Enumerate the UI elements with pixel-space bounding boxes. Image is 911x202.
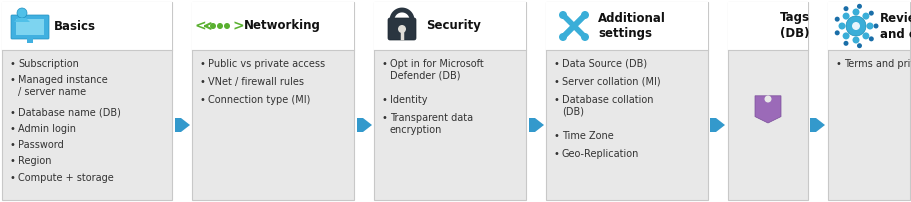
Text: Time Zone: Time Zone xyxy=(561,131,613,141)
Circle shape xyxy=(397,25,405,33)
Circle shape xyxy=(868,36,873,41)
Text: Region: Region xyxy=(18,156,51,166)
Text: Terms and privacy: Terms and privacy xyxy=(843,59,911,69)
Text: >: > xyxy=(232,19,243,33)
Text: Admin login: Admin login xyxy=(18,124,76,134)
Text: •: • xyxy=(553,95,559,105)
Circle shape xyxy=(851,22,859,30)
Circle shape xyxy=(580,11,589,19)
Circle shape xyxy=(865,22,873,29)
FancyBboxPatch shape xyxy=(546,2,707,200)
Text: •: • xyxy=(200,77,206,87)
FancyBboxPatch shape xyxy=(546,2,707,50)
FancyBboxPatch shape xyxy=(16,19,44,35)
FancyArrow shape xyxy=(356,118,372,132)
Text: •: • xyxy=(553,77,559,87)
Text: Public vs private access: Public vs private access xyxy=(208,59,324,69)
FancyBboxPatch shape xyxy=(727,2,807,50)
Circle shape xyxy=(558,33,567,41)
FancyBboxPatch shape xyxy=(374,2,526,50)
FancyArrow shape xyxy=(528,118,543,132)
FancyArrow shape xyxy=(175,118,189,132)
Text: Database collation
(DB): Database collation (DB) xyxy=(561,95,653,117)
Text: Transparent data
encryption: Transparent data encryption xyxy=(390,113,473,135)
Text: •: • xyxy=(553,149,559,159)
Circle shape xyxy=(856,4,861,9)
Text: Data Source (DB): Data Source (DB) xyxy=(561,59,647,69)
Circle shape xyxy=(842,13,849,20)
Circle shape xyxy=(862,32,868,39)
Circle shape xyxy=(842,32,849,39)
Text: Networking: Networking xyxy=(244,20,321,33)
Circle shape xyxy=(210,23,216,29)
FancyBboxPatch shape xyxy=(27,38,33,43)
Text: Geo-Replication: Geo-Replication xyxy=(561,149,639,159)
Circle shape xyxy=(856,43,861,48)
FancyArrow shape xyxy=(710,118,724,132)
Text: Managed instance
/ server name: Managed instance / server name xyxy=(18,75,107,97)
Text: Review
and create: Review and create xyxy=(879,12,911,40)
Circle shape xyxy=(852,37,858,43)
Text: Database name (DB): Database name (DB) xyxy=(18,108,121,118)
Circle shape xyxy=(843,41,847,46)
Polygon shape xyxy=(14,18,30,22)
Circle shape xyxy=(862,13,868,20)
Text: •: • xyxy=(10,156,15,166)
Text: Tags
(DB): Tags (DB) xyxy=(779,12,809,40)
FancyBboxPatch shape xyxy=(827,2,909,200)
Text: •: • xyxy=(382,113,387,123)
Text: <: < xyxy=(194,19,206,33)
Circle shape xyxy=(834,17,839,22)
Text: •: • xyxy=(10,124,15,134)
Circle shape xyxy=(763,96,771,102)
Circle shape xyxy=(868,11,873,16)
Text: Security: Security xyxy=(425,20,480,33)
FancyBboxPatch shape xyxy=(192,2,353,200)
FancyBboxPatch shape xyxy=(727,2,807,200)
Text: •: • xyxy=(382,95,387,105)
Circle shape xyxy=(837,22,844,29)
FancyBboxPatch shape xyxy=(11,15,49,39)
Circle shape xyxy=(843,6,847,11)
Circle shape xyxy=(17,8,27,18)
Circle shape xyxy=(834,30,839,35)
FancyBboxPatch shape xyxy=(387,18,415,40)
FancyBboxPatch shape xyxy=(2,2,172,200)
Text: Subscription: Subscription xyxy=(18,59,78,69)
FancyBboxPatch shape xyxy=(2,2,172,50)
Text: •: • xyxy=(10,173,15,183)
Text: Connection type (MI): Connection type (MI) xyxy=(208,95,310,105)
FancyBboxPatch shape xyxy=(192,2,353,50)
Circle shape xyxy=(852,8,858,16)
Text: Password: Password xyxy=(18,140,64,150)
Text: Additional
settings: Additional settings xyxy=(598,12,665,40)
Text: •: • xyxy=(200,59,206,69)
Text: •: • xyxy=(553,59,559,69)
Circle shape xyxy=(217,23,223,29)
Text: •: • xyxy=(10,59,15,69)
Text: VNet / firewall rules: VNet / firewall rules xyxy=(208,77,303,87)
Text: •: • xyxy=(10,140,15,150)
Text: •: • xyxy=(10,108,15,118)
Circle shape xyxy=(558,11,567,19)
Text: •: • xyxy=(10,75,15,85)
Circle shape xyxy=(873,23,877,28)
Circle shape xyxy=(224,23,230,29)
Text: •: • xyxy=(382,59,387,69)
Text: Server collation (MI): Server collation (MI) xyxy=(561,77,660,87)
Circle shape xyxy=(580,33,589,41)
Text: •: • xyxy=(835,59,841,69)
Text: •: • xyxy=(553,131,559,141)
FancyBboxPatch shape xyxy=(827,2,909,50)
Text: Compute + storage: Compute + storage xyxy=(18,173,114,183)
Text: Opt in for Microsoft
Defender (DB): Opt in for Microsoft Defender (DB) xyxy=(390,59,483,81)
Text: Identity: Identity xyxy=(390,95,427,105)
Polygon shape xyxy=(754,96,780,123)
FancyBboxPatch shape xyxy=(374,2,526,200)
FancyArrow shape xyxy=(809,118,824,132)
Circle shape xyxy=(845,16,865,36)
Text: •: • xyxy=(200,95,206,105)
Text: Basics: Basics xyxy=(54,20,96,33)
